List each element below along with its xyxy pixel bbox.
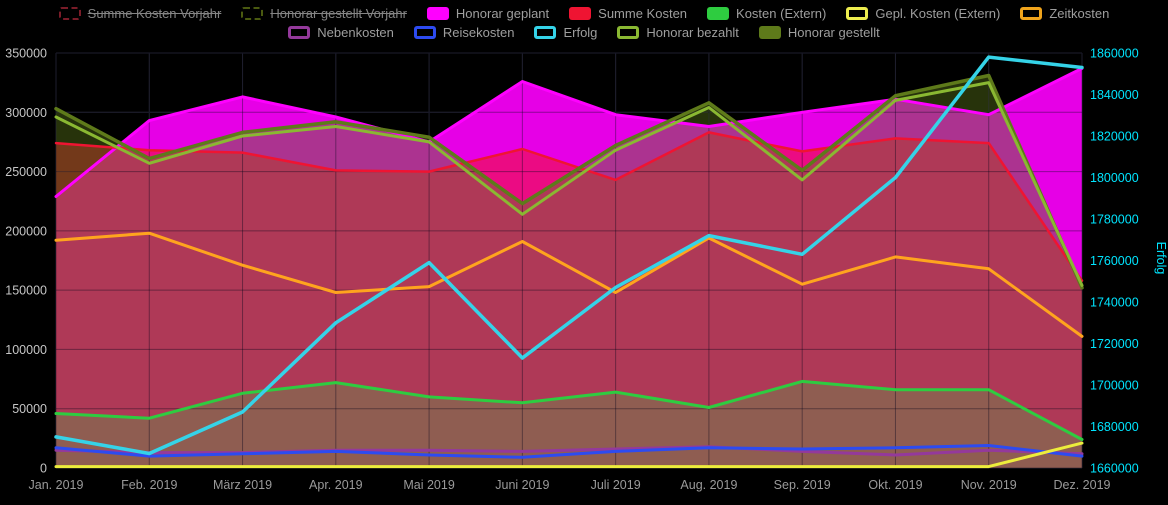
line-gepl-kosten-extern xyxy=(54,441,1084,469)
legend-swatch-icon xyxy=(846,7,869,20)
legend-label: Gepl. Kosten (Extern) xyxy=(875,6,1001,21)
x-axis-tick-label: Juli 2019 xyxy=(591,478,641,492)
legend-item-honorar-gestellt[interactable]: Honorar gestellt xyxy=(758,25,880,40)
x-axis-tick-label: Jan. 2019 xyxy=(29,478,84,492)
legend-item-honorar-geplant[interactable]: Honorar geplant xyxy=(426,6,550,21)
line-nebenkosten xyxy=(54,445,1084,457)
y-axis-tick-label: 150000 xyxy=(5,284,47,298)
legend-swatch-icon xyxy=(413,26,436,39)
legend-item-gepl-kosten-extern[interactable]: Gepl. Kosten (Extern) xyxy=(846,6,1000,21)
series-lines xyxy=(54,55,1084,469)
y-axis-tick-label: 350000 xyxy=(5,47,47,61)
line-zeitkosten xyxy=(54,231,1084,338)
x-axis-tick-label: Dez. 2019 xyxy=(1054,478,1111,492)
legend-label: Honorar geplant xyxy=(455,6,550,21)
legend-item-honorar-gestellt-vorjahr[interactable]: Honorar gestellt Vorjahr xyxy=(241,6,407,21)
y2-axis-tick-label: 1680000 xyxy=(1090,420,1139,434)
y-axis-tick-label: 250000 xyxy=(5,165,47,179)
legend-row-2: Nebenkosten Reisekosten Erfolg Honorar beza… xyxy=(288,25,880,40)
y-axis-tick-label: 300000 xyxy=(5,106,47,120)
x-axis-tick-label: Juni 2019 xyxy=(495,478,549,492)
legend-swatch-icon xyxy=(288,26,311,39)
legend-item-nebenkosten[interactable]: Nebenkosten xyxy=(288,25,394,40)
x-axis-tick-label: Nov. 2019 xyxy=(961,478,1017,492)
legend-label: Honorar bezahlt xyxy=(646,25,739,40)
legend-label: Zeitkosten xyxy=(1049,6,1110,21)
legend-swatch-icon xyxy=(569,7,592,20)
y2-axis-tick-label: 1780000 xyxy=(1090,213,1139,227)
legend-item-summe-kosten-vorjahr[interactable]: Summe Kosten Vorjahr xyxy=(58,6,222,21)
x-axis-tick-label: Okt. 2019 xyxy=(868,478,922,492)
legend-item-kosten-extern[interactable]: Kosten (Extern) xyxy=(707,6,826,21)
legend-item-summe-kosten[interactable]: Summe Kosten xyxy=(569,6,687,21)
x-axis-tick-label: März 2019 xyxy=(213,478,272,492)
x-axis-tick-label: Apr. 2019 xyxy=(309,478,363,492)
line-reisekosten xyxy=(54,444,1084,459)
line-honorar-bezahlt xyxy=(54,81,1084,287)
y2-axis-title: Erfolg xyxy=(1154,242,1168,275)
legend-label: Summe Kosten Vorjahr xyxy=(87,6,222,21)
legend-swatch-icon xyxy=(241,7,264,20)
legend-label: Kosten (Extern) xyxy=(736,6,827,21)
x-axis: Jan. 2019 Feb. 2019 März 2019 Apr. 2019 Mai … xyxy=(29,478,1111,492)
x-axis-tick-label: Feb. 2019 xyxy=(121,478,177,492)
legend-item-erfolg[interactable]: Erfolg xyxy=(534,25,597,40)
y-axis-tick-label: 200000 xyxy=(5,224,47,238)
x-axis-tick-label: Sep. 2019 xyxy=(774,478,831,492)
y2-axis-tick-label: 1700000 xyxy=(1090,379,1139,393)
legend-label: Honorar gestellt Vorjahr xyxy=(270,6,407,21)
legend-swatch-icon xyxy=(534,26,557,39)
y2-axis-tick-label: 1820000 xyxy=(1090,130,1139,144)
legend-swatch-icon xyxy=(58,7,81,20)
chart-legend: Summe Kosten Vorjahr Honorar gestellt Vor… xyxy=(0,6,1168,40)
legend-label: Nebenkosten xyxy=(317,25,394,40)
y2-axis-tick-label: 1840000 xyxy=(1090,88,1139,102)
x-axis-tick-label: Mai 2019 xyxy=(403,478,454,492)
legend-item-zeitkosten[interactable]: Zeitkosten xyxy=(1020,6,1109,21)
legend-swatch-icon xyxy=(617,26,640,39)
legend-swatch-icon xyxy=(1020,7,1043,20)
y2-axis-tick-label: 1800000 xyxy=(1090,171,1139,185)
legend-label: Erfolg xyxy=(563,25,598,40)
legend-label: Reisekosten xyxy=(442,25,515,40)
area-honorar-gestellt xyxy=(56,75,1082,468)
legend-item-reisekosten[interactable]: Reisekosten xyxy=(413,25,515,40)
legend-row-1: Summe Kosten Vorjahr Honorar gestellt Vor… xyxy=(58,6,1109,21)
line-erfolg xyxy=(54,55,1084,456)
y-axis-right: 1660000 1680000 1700000 1720000 1740000 17600… xyxy=(1090,47,1168,476)
legend-swatch-icon xyxy=(426,7,449,20)
y2-axis-tick-label: 1660000 xyxy=(1090,462,1139,476)
y-axis-left: 0 50000 100000 150000 200000 250000 300000 3500… xyxy=(5,47,47,476)
y-axis-tick-label: 50000 xyxy=(12,402,47,416)
y2-axis-tick-label: 1720000 xyxy=(1090,337,1139,351)
legend-label: Honorar gestellt xyxy=(787,25,880,40)
legend-item-honorar-bezahlt[interactable]: Honorar bezahlt xyxy=(617,25,739,40)
line-honorar-geplant xyxy=(54,66,1084,198)
area-kosten-extern xyxy=(56,381,1082,468)
line-honorar-gestellt xyxy=(54,73,1084,290)
legend-swatch-icon xyxy=(758,26,781,39)
x-axis-tick-label: Aug. 2019 xyxy=(680,478,737,492)
y-axis-tick-label: 100000 xyxy=(5,343,47,357)
legend-swatch-icon xyxy=(707,7,730,20)
legend-label: Summe Kosten xyxy=(598,6,688,21)
y2-axis-tick-label: 1760000 xyxy=(1090,254,1139,268)
y2-axis-tick-label: 1860000 xyxy=(1090,47,1139,61)
y2-axis-tick-label: 1740000 xyxy=(1090,296,1139,310)
line-kosten-extern xyxy=(54,379,1084,441)
y-axis-tick-label: 0 xyxy=(40,462,47,476)
line-summe-kosten xyxy=(54,131,1084,282)
